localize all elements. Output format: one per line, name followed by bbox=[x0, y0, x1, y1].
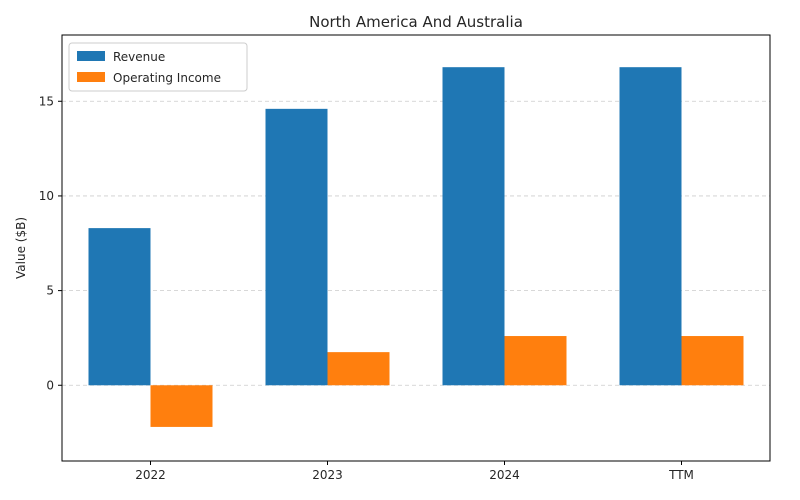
bar-revenue-2023 bbox=[265, 108, 328, 386]
y-axis-ticks: 0 5 10 15 bbox=[39, 94, 62, 392]
y-axis-label: Value ($B) bbox=[14, 217, 28, 279]
y-tick-label: 0 bbox=[46, 378, 54, 392]
bar-operating-income-2024 bbox=[504, 336, 567, 386]
bar-operating-income-2023 bbox=[327, 352, 390, 386]
bar-operating-income-2022 bbox=[150, 385, 213, 427]
legend-label: Revenue bbox=[113, 50, 165, 64]
bars bbox=[88, 67, 744, 427]
x-tick-label: 2023 bbox=[312, 468, 343, 482]
x-tick-label: 2022 bbox=[135, 468, 166, 482]
legend-box bbox=[68, 42, 248, 92]
chart-title: North America And Australia bbox=[309, 13, 523, 31]
x-tick-label: 2024 bbox=[489, 468, 520, 482]
x-axis-ticks: 2022 2023 2024 TTM bbox=[135, 461, 694, 482]
y-tick-label: 10 bbox=[39, 189, 54, 203]
bar-revenue-2022 bbox=[88, 228, 151, 386]
plot-frame bbox=[61, 34, 771, 462]
x-tick-label: TTM bbox=[668, 468, 694, 482]
legend-label: Operating Income bbox=[113, 71, 221, 85]
legend-swatch bbox=[77, 72, 105, 82]
bar-operating-income-ttm bbox=[681, 336, 744, 386]
y-tick-label: 5 bbox=[46, 284, 54, 298]
y-tick-label: 15 bbox=[39, 94, 54, 108]
bar-revenue-ttm bbox=[619, 67, 682, 386]
legend: Revenue Operating Income bbox=[68, 42, 248, 92]
bar-revenue-2024 bbox=[442, 67, 505, 386]
legend-swatch bbox=[77, 51, 105, 61]
